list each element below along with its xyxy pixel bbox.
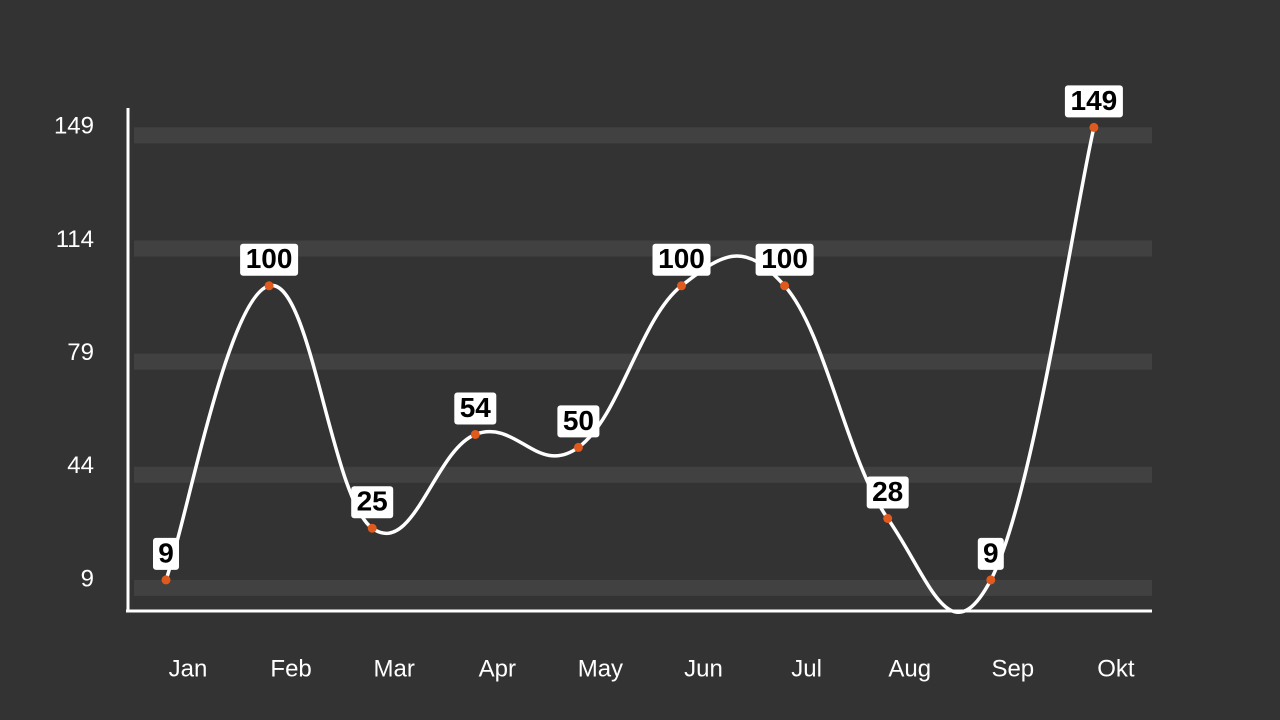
value-label: 9 — [153, 537, 179, 570]
marker — [573, 442, 583, 452]
marker — [161, 575, 171, 585]
value-label-text: 100 — [246, 243, 293, 274]
y-tick-label: 79 — [67, 339, 94, 366]
x-tick-label: May — [578, 655, 623, 682]
value-label-text: 25 — [357, 486, 388, 517]
y-tick-label: 114 — [56, 226, 94, 253]
x-tick-label: Aug — [888, 655, 931, 682]
x-tick-label: Mar — [374, 655, 415, 682]
x-tick-label: Jan — [169, 655, 208, 682]
value-label: 149 — [1064, 85, 1123, 118]
line — [164, 127, 1096, 614]
value-label: 54 — [454, 392, 497, 425]
value-label-box — [240, 243, 299, 276]
value-label-box — [351, 486, 394, 519]
marker — [780, 281, 790, 291]
marker — [677, 281, 686, 291]
value-label: 25 — [351, 486, 394, 519]
y-tick-label: 149 — [54, 113, 94, 140]
x-tick-label: Okt — [1097, 655, 1135, 682]
value-label: 100 — [755, 243, 814, 276]
value-label-box — [557, 405, 600, 438]
value-label-text: 50 — [563, 405, 594, 436]
value-label-box — [755, 243, 814, 276]
value-label: 28 — [866, 476, 909, 509]
value-label: 9 — [977, 537, 1004, 570]
value-label-text: 149 — [1071, 85, 1118, 116]
value-label-box — [153, 537, 179, 570]
marker — [470, 429, 480, 439]
value-label-box — [454, 392, 497, 425]
x-tick-label: Jul — [791, 655, 822, 682]
marker — [1089, 122, 1099, 132]
x-tick-label: Sep — [991, 655, 1034, 682]
value-label-text: 9 — [158, 537, 174, 568]
y-tick-label: 44 — [67, 452, 94, 479]
value-label: 100 — [652, 243, 711, 276]
value-label-box — [1064, 85, 1123, 118]
marker — [367, 523, 377, 533]
value-label-text: 9 — [983, 537, 999, 568]
value-label-text: 100 — [658, 243, 705, 274]
y-tick-label: 9 — [81, 565, 94, 592]
value-label-box — [866, 476, 909, 509]
value-label-text: 54 — [460, 392, 492, 423]
marker — [264, 281, 274, 291]
value-label-text: 28 — [872, 476, 903, 507]
x-tick-label: Feb — [270, 655, 311, 682]
value-label: 100 — [240, 243, 299, 276]
marker — [883, 513, 893, 523]
x-tick-label: Apr — [479, 655, 516, 682]
x-tick-label: Jun — [684, 655, 723, 682]
value-label: 50 — [557, 405, 600, 438]
value-label-box — [652, 243, 711, 276]
value-label-text: 100 — [761, 243, 808, 274]
marker — [986, 575, 996, 585]
value-label-box — [977, 537, 1004, 570]
